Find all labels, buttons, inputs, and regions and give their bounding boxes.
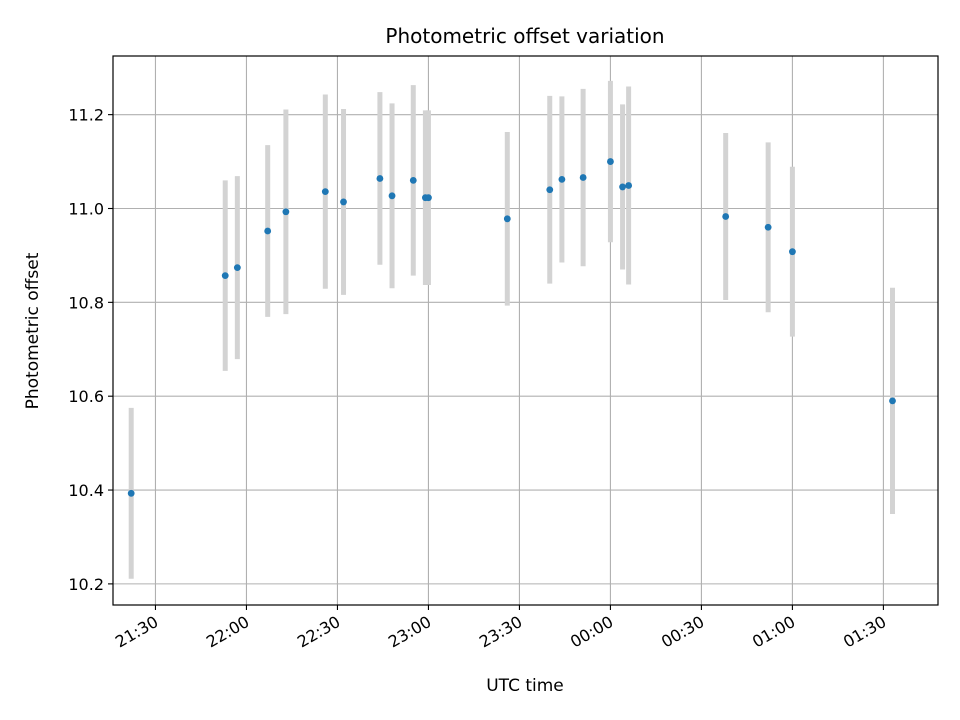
y-tick-label: 11.0 xyxy=(68,200,104,219)
data-point xyxy=(546,186,554,194)
data-points xyxy=(127,158,896,497)
data-point xyxy=(722,213,730,220)
y-tick-label: 10.6 xyxy=(68,387,104,406)
data-point xyxy=(221,272,229,279)
y-tick-label: 10.8 xyxy=(68,293,104,312)
data-point xyxy=(425,194,432,202)
y-tick-label: 11.2 xyxy=(68,106,104,125)
y-tick-label: 10.4 xyxy=(68,481,104,500)
data-point xyxy=(579,174,587,181)
data-point xyxy=(321,188,329,196)
data-point xyxy=(388,192,396,200)
data-point xyxy=(127,489,135,497)
y-tick-label: 10.2 xyxy=(68,575,104,594)
data-point xyxy=(376,175,384,182)
data-point xyxy=(764,223,772,231)
data-point xyxy=(503,215,511,223)
data-point xyxy=(889,397,896,405)
y-axis-label: Photometric offset xyxy=(23,252,43,409)
data-point xyxy=(619,183,626,191)
chart-title: Photometric offset variation xyxy=(385,24,664,48)
x-axis-label: UTC time xyxy=(486,676,564,696)
plot-frame xyxy=(112,55,939,606)
data-point xyxy=(625,182,633,189)
data-point xyxy=(264,227,272,235)
data-point xyxy=(340,198,347,206)
data-point xyxy=(233,264,241,272)
data-point xyxy=(409,176,417,184)
data-point xyxy=(789,248,796,256)
data-point xyxy=(607,158,614,165)
data-point xyxy=(558,176,566,183)
data-point xyxy=(282,208,290,216)
